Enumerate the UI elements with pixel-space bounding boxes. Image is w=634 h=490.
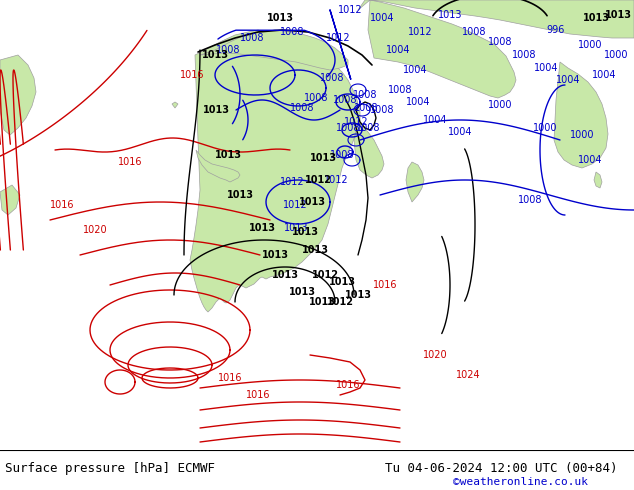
Text: 1000: 1000 (570, 130, 594, 140)
Text: 1012: 1012 (324, 175, 348, 185)
Text: 1013: 1013 (266, 13, 294, 23)
Text: 1013: 1013 (583, 13, 609, 23)
Text: 1013: 1013 (309, 297, 335, 307)
Text: 1008: 1008 (216, 45, 240, 55)
Text: 1012: 1012 (304, 175, 332, 185)
Text: 1012: 1012 (338, 5, 362, 15)
Text: 1012: 1012 (326, 33, 351, 43)
Text: 1024: 1024 (456, 370, 481, 380)
Text: 1016: 1016 (49, 200, 74, 210)
Text: 1008: 1008 (336, 123, 360, 133)
Text: 1004: 1004 (556, 75, 580, 85)
Text: 1008: 1008 (354, 103, 378, 113)
Text: 1008: 1008 (240, 33, 264, 43)
Text: 1013: 1013 (328, 277, 356, 287)
Text: 1008: 1008 (462, 27, 486, 37)
Text: 1016: 1016 (217, 373, 242, 383)
Text: 1008: 1008 (356, 123, 380, 133)
Text: 1013: 1013 (261, 250, 288, 260)
Text: 1016: 1016 (336, 380, 360, 390)
Text: 1013: 1013 (284, 223, 308, 233)
Text: 1000: 1000 (533, 123, 557, 133)
Text: 1013: 1013 (437, 10, 462, 20)
Text: 1004: 1004 (403, 65, 427, 75)
Text: 1000: 1000 (604, 50, 628, 60)
Text: 1016: 1016 (246, 390, 270, 400)
Text: 1008: 1008 (304, 93, 328, 103)
Text: 1004: 1004 (406, 97, 430, 107)
Text: 1012: 1012 (280, 177, 304, 187)
Text: 1008: 1008 (512, 50, 536, 60)
Polygon shape (190, 30, 360, 312)
Text: 1020: 1020 (423, 350, 448, 360)
Text: 1013: 1013 (214, 150, 242, 160)
Text: 1016: 1016 (180, 70, 204, 80)
Text: 1013: 1013 (249, 223, 276, 233)
Text: 1000: 1000 (488, 100, 512, 110)
Text: 1008: 1008 (290, 103, 314, 113)
Text: 1004: 1004 (592, 70, 616, 80)
Text: 1008: 1008 (353, 90, 377, 100)
Polygon shape (354, 120, 384, 178)
Text: 1012: 1012 (327, 297, 354, 307)
Text: 1000: 1000 (578, 40, 602, 50)
Text: 1004: 1004 (448, 127, 472, 137)
Text: Tu 04-06-2024 12:00 UTC (00+84): Tu 04-06-2024 12:00 UTC (00+84) (385, 462, 618, 474)
Polygon shape (172, 102, 178, 108)
Text: 1020: 1020 (82, 225, 107, 235)
Text: 1013: 1013 (604, 10, 631, 20)
Text: 1008: 1008 (518, 195, 542, 205)
Text: 1008: 1008 (488, 37, 512, 47)
Text: 1004: 1004 (385, 45, 410, 55)
Polygon shape (406, 162, 424, 202)
Polygon shape (554, 62, 608, 168)
Text: 1008: 1008 (333, 95, 357, 105)
Text: 1013: 1013 (271, 270, 299, 280)
Text: 1013: 1013 (226, 190, 254, 200)
Text: 1013: 1013 (202, 50, 228, 60)
Text: 1008: 1008 (280, 27, 304, 37)
Text: 1016: 1016 (373, 280, 398, 290)
Text: 1008: 1008 (370, 105, 394, 115)
Polygon shape (196, 150, 240, 182)
Polygon shape (0, 185, 20, 215)
Text: Surface pressure [hPa] ECMWF: Surface pressure [hPa] ECMWF (5, 462, 215, 474)
Text: 1012: 1012 (408, 27, 432, 37)
Text: 1004: 1004 (578, 155, 602, 165)
Text: 1013: 1013 (302, 245, 328, 255)
Text: 1004: 1004 (423, 115, 447, 125)
Text: 996: 996 (547, 25, 565, 35)
Text: 1008: 1008 (320, 73, 344, 83)
Text: 1008: 1008 (388, 85, 412, 95)
Text: 1004: 1004 (370, 13, 394, 23)
Text: 1013: 1013 (202, 105, 230, 115)
Text: 1008: 1008 (330, 150, 354, 160)
Polygon shape (594, 172, 602, 188)
Polygon shape (358, 0, 634, 38)
Text: 1013: 1013 (292, 227, 318, 237)
Polygon shape (368, 0, 516, 98)
Text: ©weatheronline.co.uk: ©weatheronline.co.uk (453, 477, 588, 487)
Text: 1013: 1013 (288, 287, 316, 297)
Text: 1013: 1013 (309, 153, 337, 163)
Text: 1013: 1013 (344, 290, 372, 300)
Polygon shape (0, 55, 36, 135)
Text: 1004: 1004 (534, 63, 559, 73)
Text: 1013: 1013 (299, 197, 325, 207)
Text: 1012: 1012 (311, 270, 339, 280)
Text: 1016: 1016 (118, 157, 142, 167)
Polygon shape (200, 30, 348, 70)
Text: 1012: 1012 (283, 200, 307, 210)
Text: 1012: 1012 (344, 117, 368, 127)
